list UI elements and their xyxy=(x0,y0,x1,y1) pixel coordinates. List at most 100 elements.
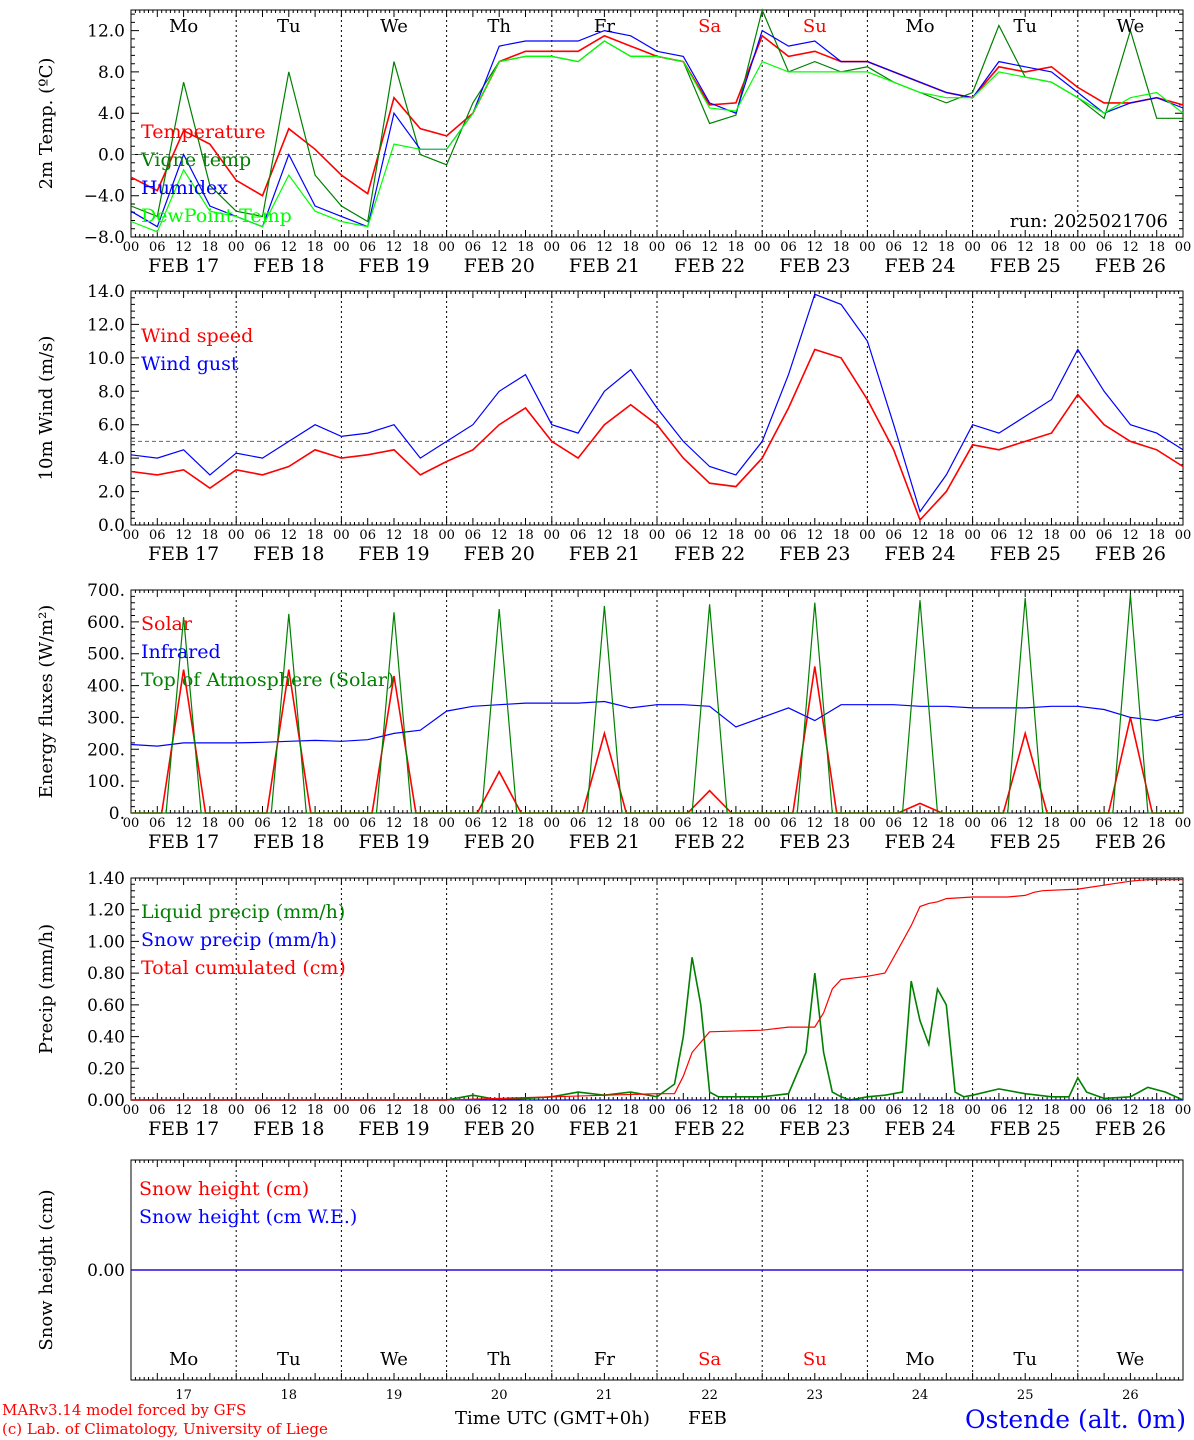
hour-tick-label: 12 xyxy=(175,528,192,543)
hour-tick-label: 00 xyxy=(1070,1103,1087,1118)
weekday-label: Fr xyxy=(594,1349,615,1370)
hour-tick-label: 18 xyxy=(1043,240,1060,255)
legend-entry: DewPoint Temp xyxy=(141,205,292,227)
hour-tick-label: 00 xyxy=(859,1103,876,1118)
series-line xyxy=(130,348,1184,522)
day-number-label: 19 xyxy=(386,1388,403,1403)
day-number-label: 26 xyxy=(1122,1388,1139,1403)
weekday-label: Su xyxy=(803,16,827,37)
weekday-label: Tu xyxy=(1013,16,1037,37)
legend-entry: Temperature xyxy=(141,121,265,143)
y-tick-label: 500. xyxy=(87,645,125,665)
hour-tick-label: 18 xyxy=(938,240,955,255)
y-tick-label: 0.00 xyxy=(87,1091,125,1111)
y-tick-label: 1.20 xyxy=(87,901,125,921)
y-tick-label: −4.0 xyxy=(84,187,125,207)
hour-tick-label: 18 xyxy=(412,240,429,255)
hour-tick-label: 12 xyxy=(701,816,718,831)
y-tick-label: 10.0 xyxy=(87,349,125,369)
hour-tick-label: 00 xyxy=(438,240,455,255)
hour-tick-label: 12 xyxy=(386,1103,403,1118)
date-label: FEB 25 xyxy=(990,255,1061,277)
hour-tick-label: 06 xyxy=(359,528,376,543)
legend-entry: Wind gust xyxy=(141,353,239,375)
hour-tick-label: 18 xyxy=(412,816,429,831)
y-axis-label: Precip (mm/h) xyxy=(36,924,57,1054)
hour-tick-label: 12 xyxy=(175,240,192,255)
hour-tick-label: 00 xyxy=(649,528,666,543)
date-label: FEB 18 xyxy=(253,255,324,277)
hour-tick-label: 06 xyxy=(570,528,587,543)
hour-tick-label: 12 xyxy=(1122,240,1139,255)
hour-tick-label: 06 xyxy=(780,240,797,255)
hour-tick-label: 18 xyxy=(622,816,639,831)
hour-tick-label: 18 xyxy=(622,240,639,255)
hour-tick-label: 06 xyxy=(359,1103,376,1118)
hour-tick-label: 18 xyxy=(517,1103,534,1118)
hour-tick-label: 00 xyxy=(333,816,350,831)
legend-entry: Vigne temp xyxy=(140,149,251,171)
panel-3: 0. 100. 200. 300. 400. 500. 600. 700. Energy flu… xyxy=(36,581,1191,853)
panel-5: 0.00 Snow height (cm) Snow height (cm) Snow… xyxy=(36,1159,1184,1403)
y-axis-label: 10m Wind (m/s) xyxy=(36,336,57,481)
date-label: FEB 22 xyxy=(674,831,745,853)
date-label: FEB 24 xyxy=(884,831,955,853)
legend-entry: Solar xyxy=(141,613,193,635)
hour-tick-label: 18 xyxy=(1148,240,1165,255)
date-label: FEB 22 xyxy=(674,255,745,277)
hour-tick-label: 00 xyxy=(438,1103,455,1118)
hour-tick-label: 18 xyxy=(202,816,219,831)
y-tick-label: 400. xyxy=(87,677,125,697)
series-line xyxy=(130,40,1184,233)
legend-entry: Total cumulated (cm) xyxy=(141,957,346,979)
hour-tick-label: 12 xyxy=(491,528,508,543)
hour-tick-label: 18 xyxy=(307,816,324,831)
legend-entry: Wind speed xyxy=(141,325,253,347)
hour-tick-label: 00 xyxy=(1175,528,1192,543)
hour-tick-label: 12 xyxy=(912,1103,929,1118)
hour-tick-label: 00 xyxy=(123,1103,140,1118)
date-label: FEB 26 xyxy=(1095,543,1166,565)
hour-tick-label: 12 xyxy=(1017,528,1034,543)
hour-tick-label: 00 xyxy=(123,528,140,543)
y-tick-label: 0.40 xyxy=(87,1028,125,1048)
hour-tick-label: 00 xyxy=(1175,1103,1192,1118)
hour-tick-label: 18 xyxy=(307,1103,324,1118)
hour-tick-label: 12 xyxy=(807,240,824,255)
hour-tick-label: 00 xyxy=(649,240,666,255)
hour-tick-label: 18 xyxy=(728,1103,745,1118)
hour-tick-label: 00 xyxy=(333,240,350,255)
hour-tick-label: 00 xyxy=(859,240,876,255)
hour-tick-label: 18 xyxy=(202,528,219,543)
hour-tick-label: 18 xyxy=(307,240,324,255)
y-tick-label: 600. xyxy=(87,613,125,633)
day-number-label: 24 xyxy=(912,1388,929,1403)
date-label: FEB 25 xyxy=(990,831,1061,853)
hour-tick-label: 06 xyxy=(675,816,692,831)
weekday-label: Mo xyxy=(169,16,198,37)
hour-tick-label: 06 xyxy=(1096,816,1113,831)
panel-4: 0.00 0.20 0.40 0.60 0.80 1.00 1.20 1.40 Precip (… xyxy=(36,869,1191,1140)
hour-tick-label: 06 xyxy=(991,240,1008,255)
y-tick-label: 4.0 xyxy=(98,449,125,469)
hour-tick-label: 18 xyxy=(517,816,534,831)
hour-tick-label: 06 xyxy=(254,528,271,543)
hour-tick-label: 12 xyxy=(807,816,824,831)
series-line xyxy=(131,878,1183,1101)
hour-tick-label: 00 xyxy=(1175,240,1192,255)
hour-tick-label: 18 xyxy=(1148,816,1165,831)
weekday-label: Su xyxy=(803,1349,827,1370)
hour-tick-label: 12 xyxy=(491,240,508,255)
date-label: FEB 21 xyxy=(569,1118,640,1140)
date-label: FEB 22 xyxy=(674,1118,745,1140)
date-label: FEB 23 xyxy=(779,255,850,277)
hour-tick-label: 00 xyxy=(964,528,981,543)
hour-tick-label: 00 xyxy=(228,1103,245,1118)
date-label: FEB 25 xyxy=(990,543,1061,565)
hour-tick-label: 18 xyxy=(517,240,534,255)
y-tick-label: 6.0 xyxy=(98,416,125,436)
hour-tick-label: 12 xyxy=(281,240,298,255)
hour-tick-label: 00 xyxy=(859,816,876,831)
y-tick-label: 0. xyxy=(109,804,125,824)
hour-tick-label: 00 xyxy=(438,528,455,543)
